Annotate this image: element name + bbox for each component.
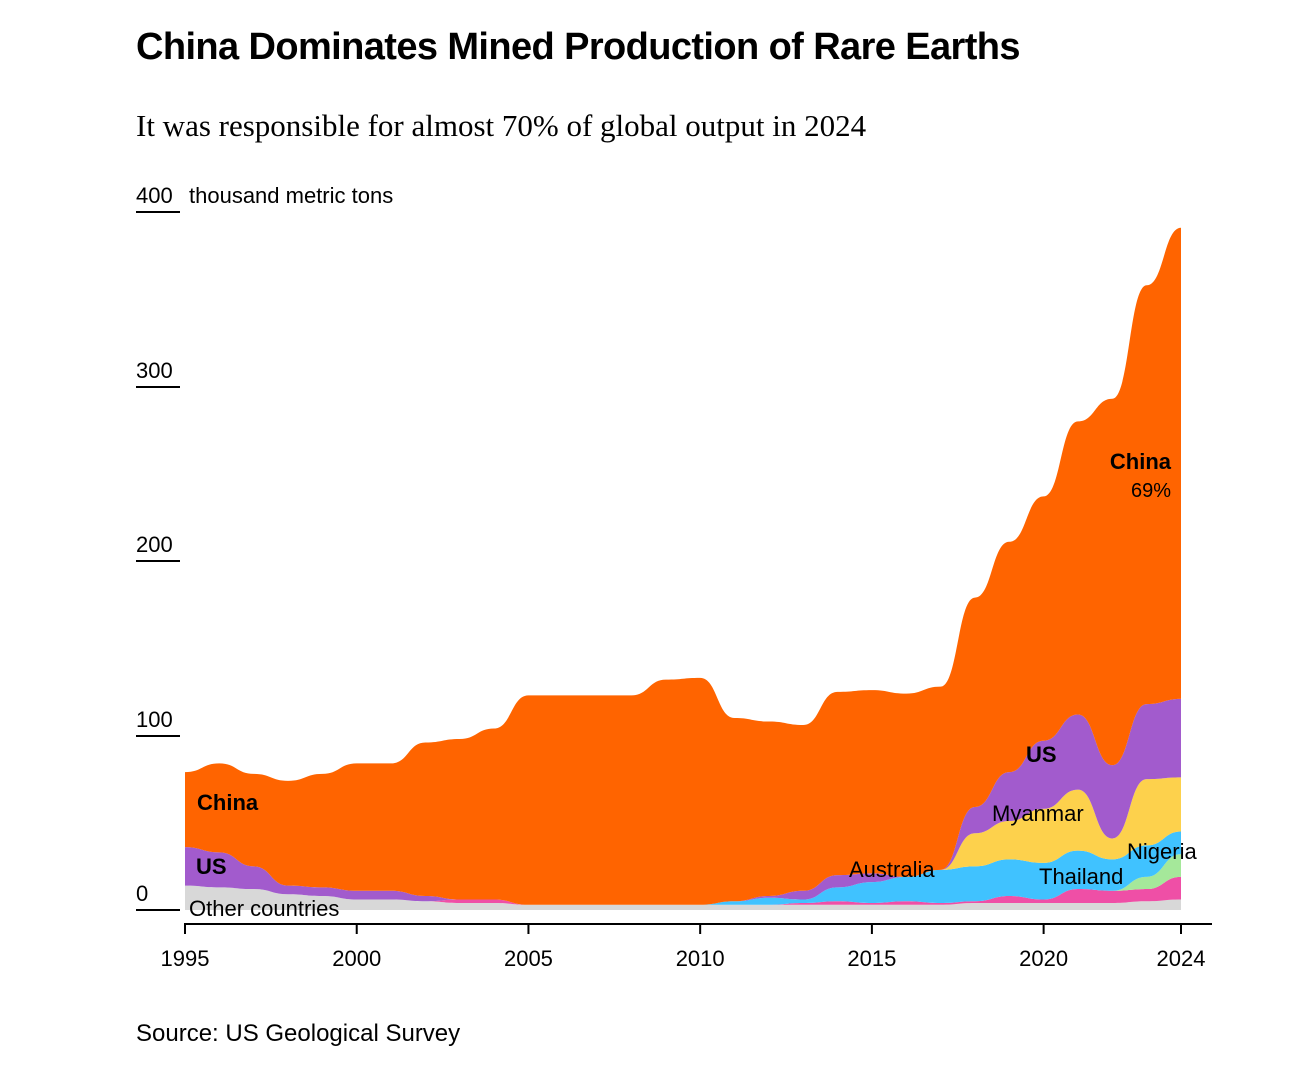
label-china-share: 69% bbox=[1131, 480, 1171, 502]
chart-title: China Dominates Mined Production of Rare… bbox=[136, 26, 1021, 68]
y-tick-label-100: 100 bbox=[136, 707, 173, 732]
label-us-right: US bbox=[1026, 742, 1057, 767]
x-tick-label-2020: 2020 bbox=[1019, 946, 1068, 971]
source-note: Source: US Geological Survey bbox=[136, 1020, 461, 1047]
label-us-left: US bbox=[196, 854, 227, 879]
y-tick-label-200: 200 bbox=[136, 532, 173, 557]
chart-subtitle: It was responsible for almost 70% of glo… bbox=[136, 108, 867, 143]
area-layers bbox=[185, 227, 1181, 910]
area-us bbox=[185, 698, 1181, 905]
y-tick-label-300: 300 bbox=[136, 358, 173, 383]
x-axis: 1995 2000 2005 2010 2015 2020 2024 bbox=[161, 923, 1212, 971]
x-tick-label-2005: 2005 bbox=[504, 946, 553, 971]
area-thailand bbox=[185, 876, 1181, 905]
label-australia: Australia bbox=[849, 857, 935, 882]
area-myanmar bbox=[185, 777, 1181, 905]
label-china-left: China bbox=[197, 790, 259, 815]
area-australia bbox=[185, 831, 1181, 905]
unit-label: thousand metric tons bbox=[189, 183, 393, 208]
label-nigeria: Nigeria bbox=[1127, 839, 1197, 864]
x-tick-label-2010: 2010 bbox=[676, 946, 725, 971]
x-tick-label-1995: 1995 bbox=[161, 946, 210, 971]
label-other-countries: Other countries bbox=[189, 896, 339, 921]
label-thailand: Thailand bbox=[1039, 864, 1123, 889]
label-myanmar: Myanmar bbox=[992, 801, 1084, 826]
label-china-right: China bbox=[1110, 449, 1172, 474]
area-other-countries bbox=[185, 885, 1181, 910]
x-tick-label-2024: 2024 bbox=[1157, 946, 1206, 971]
y-tick-label-400: 400 bbox=[136, 183, 173, 208]
x-tick-label-2015: 2015 bbox=[847, 946, 896, 971]
x-tick-label-2000: 2000 bbox=[332, 946, 381, 971]
y-axis: 0 100 200 300 400 thousand metric tons bbox=[136, 183, 393, 911]
area-china bbox=[185, 227, 1181, 905]
y-tick-label-0: 0 bbox=[136, 881, 148, 906]
annotations: China US Other countries China 69% US My… bbox=[189, 449, 1197, 921]
